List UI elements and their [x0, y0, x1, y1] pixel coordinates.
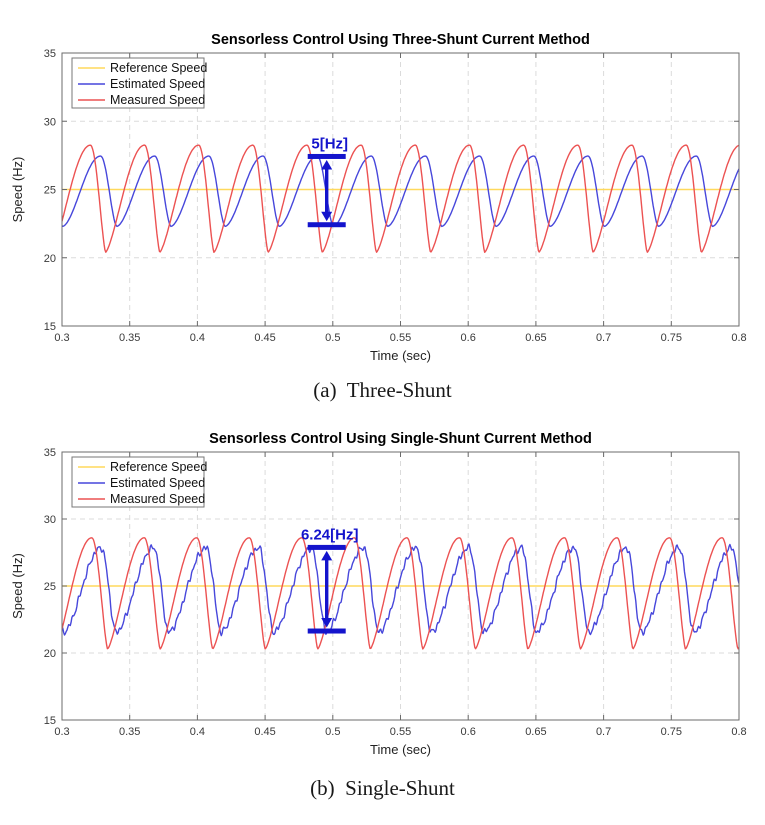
svg-text:0.8: 0.8: [731, 332, 746, 344]
svg-text:Measured Speed: Measured Speed: [110, 492, 205, 506]
svg-text:0.35: 0.35: [119, 332, 140, 344]
svg-text:0.65: 0.65: [525, 332, 546, 344]
svg-text:Time (sec): Time (sec): [370, 348, 431, 363]
svg-text:Reference Speed: Reference Speed: [110, 61, 207, 75]
svg-text:0.35: 0.35: [119, 726, 140, 738]
svg-text:Sensorless Control Using Singl: Sensorless Control Using Single-Shunt Cu…: [209, 431, 592, 447]
svg-text:0.4: 0.4: [190, 726, 205, 738]
svg-text:30: 30: [44, 514, 56, 526]
svg-text:0.4: 0.4: [190, 332, 205, 344]
svg-text:15: 15: [44, 715, 56, 727]
svg-text:0.7: 0.7: [596, 726, 611, 738]
svg-text:0.55: 0.55: [390, 726, 411, 738]
svg-text:0.3: 0.3: [54, 332, 69, 344]
svg-text:0.3: 0.3: [54, 726, 69, 738]
svg-text:0.8: 0.8: [731, 726, 746, 738]
svg-text:Speed (Hz): Speed (Hz): [10, 157, 25, 223]
svg-text:0.45: 0.45: [254, 332, 275, 344]
svg-text:35: 35: [44, 48, 56, 60]
svg-text:30: 30: [44, 116, 56, 128]
svg-text:0.6: 0.6: [461, 332, 476, 344]
svg-text:5[Hz]: 5[Hz]: [311, 135, 348, 152]
chart-three-shunt-speed-plot: 0.3 0.35 0.4 0.45 0.5 0.55 0.6 0.65 0.7 0.75 0.8 15…: [10, 32, 747, 363]
svg-text:Estimated Speed: Estimated Speed: [110, 77, 205, 91]
svg-text:Reference Speed: Reference Speed: [110, 460, 207, 474]
svg-text:20: 20: [44, 648, 56, 660]
svg-text:Speed (Hz): Speed (Hz): [10, 553, 25, 619]
caption-single-shunt: (b) Single-Shunt: [310, 776, 455, 800]
svg-text:0.5: 0.5: [325, 726, 340, 738]
svg-text:0.65: 0.65: [525, 726, 546, 738]
svg-text:Estimated Speed: Estimated Speed: [110, 476, 205, 490]
svg-text:25: 25: [44, 185, 56, 197]
svg-text:35: 35: [44, 447, 56, 459]
svg-text:0.5: 0.5: [325, 332, 340, 344]
svg-text:Sensorless Control Using Three: Sensorless Control Using Three-Shunt Cur…: [211, 32, 590, 48]
svg-text:0.6: 0.6: [461, 726, 476, 738]
svg-text:6.24[Hz]: 6.24[Hz]: [301, 526, 359, 543]
svg-text:15: 15: [44, 321, 56, 333]
svg-text:Time (sec): Time (sec): [370, 742, 431, 757]
caption-three-shunt: (a) Three-Shunt: [313, 378, 452, 402]
svg-text:0.75: 0.75: [661, 726, 682, 738]
svg-text:25: 25: [44, 581, 56, 593]
svg-text:0.45: 0.45: [254, 726, 275, 738]
svg-text:0.55: 0.55: [390, 332, 411, 344]
chart-single-shunt-speed-plot: 0.3 0.35 0.4 0.45 0.5 0.55 0.6 0.65 0.7 0.75 0.8 15…: [10, 431, 747, 757]
svg-text:20: 20: [44, 253, 56, 265]
svg-text:0.7: 0.7: [596, 332, 611, 344]
svg-text:0.75: 0.75: [661, 332, 682, 344]
svg-text:Measured Speed: Measured Speed: [110, 93, 205, 107]
